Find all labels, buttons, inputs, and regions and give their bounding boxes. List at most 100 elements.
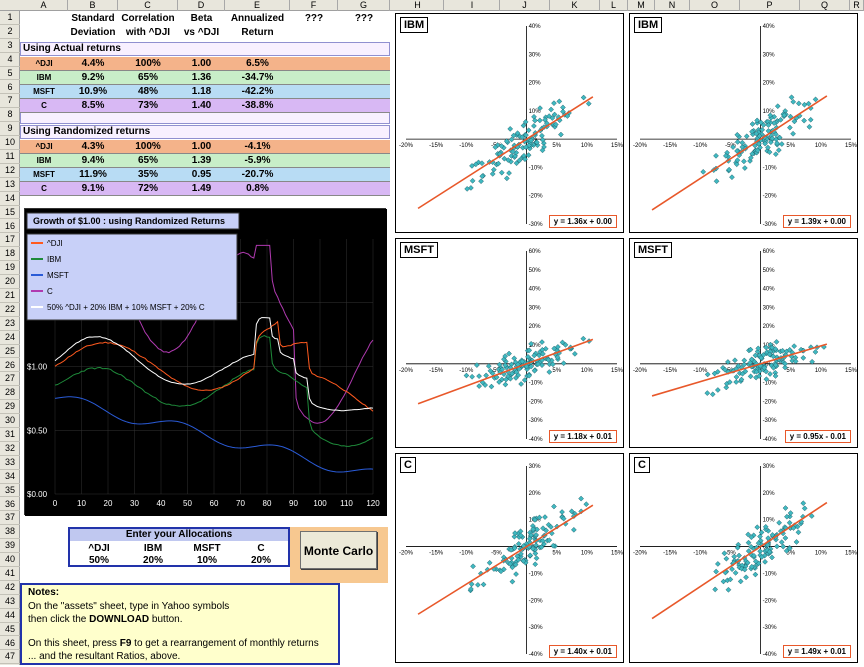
row-header-46[interactable]: 46 xyxy=(0,637,20,651)
row-header-30[interactable]: 30 xyxy=(0,414,20,428)
row-header-23[interactable]: 23 xyxy=(0,317,20,331)
row-header-31[interactable]: 31 xyxy=(0,428,20,442)
row-header-4[interactable]: 4 xyxy=(0,53,20,67)
table-cell[interactable]: 1.00 xyxy=(191,141,212,152)
table-cell[interactable]: 0.95 xyxy=(191,169,212,180)
table-cell[interactable]: 4.4% xyxy=(81,58,105,69)
column-header-r[interactable]: R xyxy=(850,0,864,11)
table-cell[interactable]: 6.5% xyxy=(246,58,269,69)
row-header-7[interactable]: 7 xyxy=(0,94,20,109)
row-header-14[interactable]: 14 xyxy=(0,192,20,206)
row-header-13[interactable]: 13 xyxy=(0,178,20,192)
table-cell[interactable]: 35% xyxy=(137,169,158,180)
row-header-25[interactable]: 25 xyxy=(0,345,20,359)
table-cell[interactable]: MSFT xyxy=(33,87,55,96)
row-header-16[interactable]: 16 xyxy=(0,220,20,234)
column-header-q[interactable]: Q xyxy=(800,0,850,11)
row-header-15[interactable]: 15 xyxy=(0,206,20,220)
allocation-percent-input[interactable]: 10% xyxy=(196,555,217,566)
table-cell[interactable]: 4.3% xyxy=(81,141,105,152)
column-header-d[interactable]: D xyxy=(178,0,225,11)
table-cell[interactable]: C xyxy=(41,184,47,193)
table-cell[interactable]: ^DJI xyxy=(35,59,53,68)
monte-carlo-button[interactable]: Monte Carlo xyxy=(300,531,377,569)
row-header-21[interactable]: 21 xyxy=(0,289,20,303)
table-cell[interactable]: 11.9% xyxy=(79,169,107,180)
table-cell[interactable]: 65% xyxy=(137,155,158,166)
table-cell[interactable]: 1.40 xyxy=(191,100,212,111)
row-header-22[interactable]: 22 xyxy=(0,303,20,317)
table-cell[interactable]: -34.7% xyxy=(241,72,274,83)
row-header-19[interactable]: 19 xyxy=(0,261,20,276)
row-header-45[interactable]: 45 xyxy=(0,623,20,637)
row-header-27[interactable]: 27 xyxy=(0,372,20,387)
row-header-10[interactable]: 10 xyxy=(0,136,20,150)
row-header-28[interactable]: 28 xyxy=(0,386,20,401)
table-cell[interactable]: MSFT xyxy=(33,170,55,179)
row-header-2[interactable]: 2 xyxy=(0,25,20,39)
column-header-b[interactable]: B xyxy=(68,0,118,11)
table-cell[interactable]: 100% xyxy=(135,58,161,69)
row-header-47[interactable]: 47 xyxy=(0,650,20,665)
column-header-g[interactable]: G xyxy=(338,0,390,11)
row-header-38[interactable]: 38 xyxy=(0,525,20,540)
table-cell[interactable]: C xyxy=(41,101,47,110)
row-header-43[interactable]: 43 xyxy=(0,595,20,609)
table-cell[interactable]: 9.1% xyxy=(81,183,105,194)
allocation-percent-input[interactable]: 50% xyxy=(88,555,109,566)
row-header-35[interactable]: 35 xyxy=(0,484,20,498)
allocation-percent-input[interactable]: 20% xyxy=(142,555,163,566)
table-cell[interactable]: -5.9% xyxy=(244,155,271,166)
row-header-29[interactable]: 29 xyxy=(0,400,20,415)
row-header-24[interactable]: 24 xyxy=(0,331,20,345)
table-cell[interactable]: 48% xyxy=(137,86,158,97)
row-header-12[interactable]: 12 xyxy=(0,164,20,178)
allocation-percent-input[interactable]: 20% xyxy=(250,555,271,566)
row-header-3[interactable]: 3 xyxy=(0,39,20,53)
column-header-j[interactable]: J xyxy=(500,0,550,11)
table-cell[interactable]: IBM xyxy=(36,156,52,165)
column-header-c[interactable]: C xyxy=(118,0,178,11)
table-cell[interactable]: 8.5% xyxy=(81,100,105,111)
table-cell[interactable]: 1.36 xyxy=(191,72,212,83)
row-header-6[interactable]: 6 xyxy=(0,81,20,95)
table-cell[interactable]: IBM xyxy=(36,73,52,82)
column-header-m[interactable]: M xyxy=(628,0,655,11)
column-header-f[interactable]: F xyxy=(290,0,338,11)
table-cell[interactable]: -4.1% xyxy=(244,141,271,152)
table-cell[interactable]: 9.4% xyxy=(81,155,105,166)
table-cell[interactable]: 10.9% xyxy=(78,86,108,97)
column-header-i[interactable]: I xyxy=(445,0,500,11)
column-header-p[interactable]: P xyxy=(740,0,800,11)
row-header-39[interactable]: 39 xyxy=(0,539,20,554)
row-header-41[interactable]: 41 xyxy=(0,567,20,581)
row-header-20[interactable]: 20 xyxy=(0,275,20,289)
row-header-9[interactable]: 9 xyxy=(0,122,20,137)
column-header-h[interactable]: H xyxy=(392,0,444,11)
table-cell[interactable]: 1.49 xyxy=(191,183,212,194)
column-header-k[interactable]: K xyxy=(550,0,600,11)
row-header-5[interactable]: 5 xyxy=(0,67,20,81)
row-header-33[interactable]: 33 xyxy=(0,456,20,470)
table-cell[interactable]: 100% xyxy=(135,141,161,152)
column-header-l[interactable]: L xyxy=(600,0,628,11)
row-header-34[interactable]: 34 xyxy=(0,470,20,484)
table-cell[interactable]: 1.39 xyxy=(191,155,212,166)
row-header-36[interactable]: 36 xyxy=(0,498,20,512)
column-header-a[interactable]: A xyxy=(20,0,68,11)
column-header-n[interactable]: N xyxy=(655,0,690,11)
table-cell[interactable]: 1.18 xyxy=(191,86,212,97)
row-header-32[interactable]: 32 xyxy=(0,442,20,456)
column-header-e[interactable]: E xyxy=(225,0,290,11)
row-header-26[interactable]: 26 xyxy=(0,359,20,373)
row-header-11[interactable]: 11 xyxy=(0,150,20,164)
table-cell[interactable]: 65% xyxy=(137,72,158,83)
row-header-44[interactable]: 44 xyxy=(0,609,20,623)
table-cell[interactable]: -38.8% xyxy=(241,100,274,111)
row-header-37[interactable]: 37 xyxy=(0,511,20,526)
table-cell[interactable]: 0.8% xyxy=(246,183,269,194)
table-cell[interactable]: 1.00 xyxy=(191,58,212,69)
row-header-17[interactable]: 17 xyxy=(0,233,20,248)
row-header-1[interactable]: 1 xyxy=(0,11,20,25)
table-cell[interactable]: ^DJI xyxy=(35,142,53,151)
